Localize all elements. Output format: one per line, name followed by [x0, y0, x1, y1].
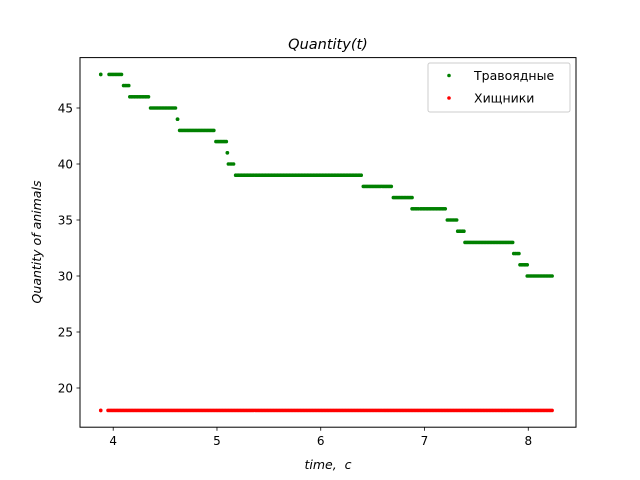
x-tick-label: 5 [213, 434, 221, 448]
data-point [173, 106, 178, 110]
legend: Травоядные Хищники [427, 62, 571, 113]
data-point [454, 218, 459, 222]
y-tick-label: 25 [58, 326, 73, 340]
data-point [359, 173, 364, 177]
data-point [212, 128, 216, 133]
x-tick-label: 8 [524, 434, 532, 448]
y-tick-label: 35 [58, 214, 73, 228]
data-point [462, 229, 466, 233]
data-point [550, 274, 554, 278]
data-point [510, 240, 515, 245]
data-point [517, 251, 521, 256]
data-point [225, 151, 230, 155]
data-point [98, 72, 103, 77]
y-tick-label: 30 [58, 270, 73, 284]
y-tick-label: 20 [58, 382, 73, 396]
x-tick-label: 6 [317, 434, 325, 448]
data-point [119, 72, 124, 77]
legend-frame [427, 62, 571, 113]
series-herbivores [98, 72, 554, 278]
chart-title: Quantity(t) [288, 37, 368, 53]
legend-marker-herbivores [447, 73, 451, 78]
y-axis-label: Quantity of animals [29, 180, 44, 303]
x-axis-label: time, c [304, 457, 351, 472]
data-point [389, 184, 394, 189]
data-point [410, 195, 414, 200]
data-point [231, 162, 236, 166]
series-layer [98, 72, 554, 413]
legend-label-herbivores: Травоядные [473, 68, 554, 83]
y-tick-label: 40 [58, 158, 73, 172]
legend-label-predators: Хищники [474, 91, 534, 106]
data-point [146, 95, 151, 99]
data-point [98, 408, 103, 413]
data-point [550, 408, 554, 413]
data-point [175, 117, 180, 121]
plot-frame [79, 57, 577, 428]
data-point [443, 207, 448, 211]
x-tick-label: 4 [109, 434, 117, 448]
data-point [224, 139, 229, 144]
legend-marker-predators [447, 96, 451, 100]
data-point [525, 263, 530, 267]
series-predators [98, 408, 554, 413]
x-tick-label: 7 [421, 434, 429, 448]
data-point [126, 83, 131, 88]
y-tick-label: 45 [58, 102, 73, 116]
